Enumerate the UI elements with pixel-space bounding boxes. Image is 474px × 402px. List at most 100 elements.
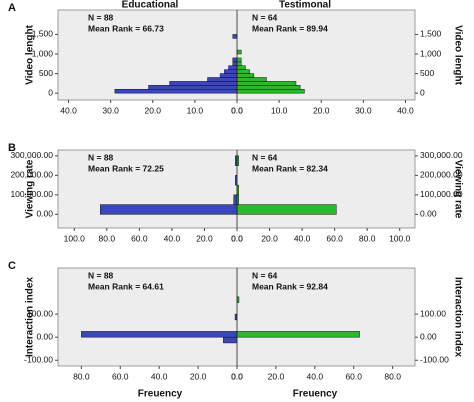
x-tick-label: 40.0 [307,371,324,381]
panel-label: C [8,260,16,272]
y-tick-label: 1,000 [32,48,54,58]
bar [236,73,255,78]
y-tick-label: 1,000 [420,48,442,58]
x-tick-label: 100.0 [64,233,86,243]
annotation: Mean Rank = 66.73 [88,23,164,33]
y-axis-label: Video lenght [452,25,463,85]
y-tick-label: 200,000.00 [10,170,53,180]
bar [207,77,238,82]
x-tick-label: 20.0 [313,105,330,115]
y-tick-label: 100,000.00 [10,189,53,199]
annotation: N = 88 [88,12,114,22]
annotation: N = 88 [88,152,114,162]
x-tick-label: 60.0 [112,371,129,381]
x-tick-label: 40.0 [151,371,168,381]
panel-label: A [8,2,16,14]
x-tick-label: 40.0 [60,105,77,115]
bar [148,85,238,90]
y-tick-label: 0.00 [420,209,437,219]
y-tick-label: 300,000.00 [10,150,53,160]
x-tick-label: 0.0 [231,105,243,115]
bar [232,34,238,39]
bar [228,65,238,70]
y-tick-label: 500 [420,68,434,78]
x-tick-label: 80.0 [359,233,376,243]
bar [224,69,238,74]
x-tick-label: 40.0 [397,105,414,115]
y-axis-label: Viewing rate [452,160,463,219]
annotation: N = 64 [252,270,278,280]
annotation: Mean Rank = 64.61 [88,281,164,291]
x-tick-label: 0.0 [231,371,243,381]
x-tick-label: 0.0 [231,233,243,243]
annotation: Mean Rank = 89.94 [252,23,328,33]
x-axis-label: Freuency [293,389,338,400]
bar [236,77,267,82]
bar [81,331,238,338]
x-tick-label: 60.0 [326,233,343,243]
bar [236,331,360,338]
y-tick-label: 100.00 [420,308,446,318]
left-group-title: Educational [122,0,179,11]
bar [236,69,250,74]
annotation: N = 64 [252,12,278,22]
bar [169,81,238,86]
y-tick-label: 0.00 [36,209,53,219]
bar [236,85,301,90]
y-axis-label: Interaction index [452,277,463,357]
x-tick-label: 60.0 [131,233,148,243]
right-group-title: Testimonal [279,0,331,11]
y-axis-label: Interaction index [25,277,36,357]
y-tick-label: -100.00 [420,354,449,364]
x-tick-label: 100.0 [389,233,411,243]
y-axis-label: Video lenght [25,24,36,84]
bar [232,57,238,63]
panel-label: B [8,142,16,154]
bar [223,336,238,344]
bar [236,81,297,86]
y-tick-label: 0.00 [36,331,53,341]
bar [236,61,242,67]
x-tick-label: 20.0 [268,371,285,381]
x-tick-label: 20.0 [190,371,207,381]
x-tick-label: 40.0 [164,233,181,243]
x-tick-label: 20.0 [196,233,213,243]
x-tick-label: 60.0 [345,371,362,381]
y-tick-label: 0 [48,87,53,97]
x-tick-label: 20.0 [261,233,278,243]
x-tick-label: 40.0 [294,233,311,243]
x-tick-label: 20.0 [144,105,161,115]
x-tick-label: 30.0 [355,105,372,115]
bar [236,204,337,215]
x-tick-label: 80.0 [99,233,116,243]
y-tick-label: 100.00 [27,308,53,318]
x-tick-label: 10.0 [271,105,288,115]
annotation: N = 88 [88,270,114,280]
annotation: Mean Rank = 92.84 [252,281,328,291]
bar [219,73,238,78]
x-tick-label: 0.0 [231,105,243,115]
annotation: N = 64 [252,152,278,162]
x-tick-label: 80.0 [73,371,90,381]
bar [236,57,242,63]
bar [100,204,238,215]
bar [236,88,305,94]
x-tick-label: 30.0 [102,105,119,115]
x-tick-label: 10.0 [187,105,204,115]
y-tick-label: 200,000.00 [420,170,463,180]
y-tick-label: -100.00 [24,354,53,364]
x-tick-label: 80.0 [384,371,401,381]
bar [236,65,246,70]
y-axis-label: Viewing rate [25,159,36,218]
y-tick-label: 0 [420,87,425,97]
y-tick-label: 0.00 [420,331,437,341]
annotation: Mean Rank = 72.25 [88,163,164,173]
y-tick-label: 1,500 [420,29,442,39]
bar [236,49,242,55]
annotation: Mean Rank = 82.34 [252,163,328,173]
x-tick-label: 0.0 [231,371,243,381]
x-axis-label: Freuency [138,389,183,400]
y-tick-label: 300,000.00 [420,150,463,160]
y-tick-label: 100,000.00 [420,189,463,199]
